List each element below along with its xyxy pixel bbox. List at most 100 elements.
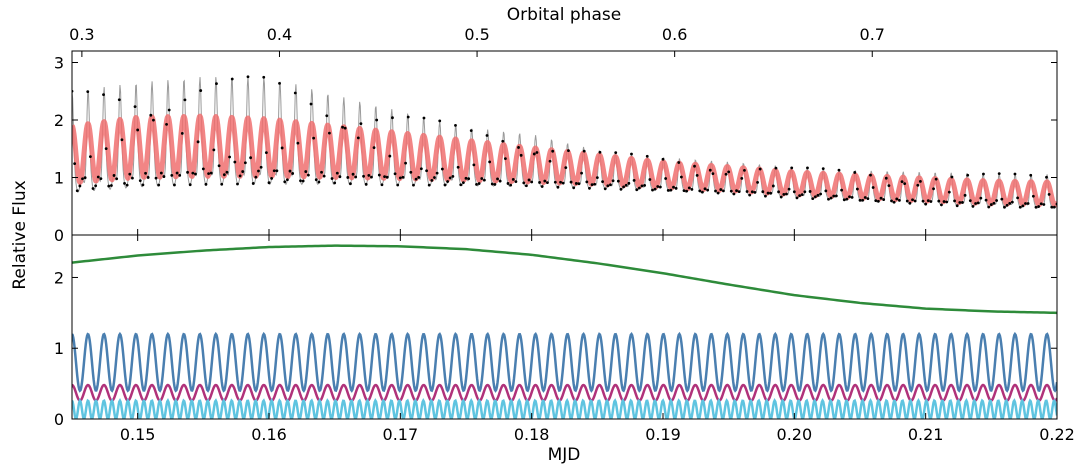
observed-point [590,183,594,187]
x-tick-label: 0.19 [645,425,681,444]
observed-point [611,179,615,183]
observed-point [514,180,518,184]
observed-point [690,187,694,191]
observed-point [903,182,907,186]
observed-point [314,178,318,182]
observed-point [808,190,812,193]
observed-point [88,155,92,159]
observed-point [900,180,904,184]
observed-point [803,190,807,194]
observed-point [291,172,295,175]
bottom-panel-series [72,244,1057,419]
observed-point [104,147,108,151]
observed-point [753,191,757,194]
observed-point [427,183,431,187]
panel-frames [71,50,1058,420]
observed-point [270,176,274,180]
observed-point [834,194,838,198]
observed-point [207,172,210,175]
observed-point [201,167,205,171]
observed-point [942,200,946,203]
observed-point [724,172,728,176]
observed-point [543,179,547,183]
observed-point [761,190,765,194]
y-tick-label: 0 [54,410,64,429]
y-tick-label: 1 [54,339,64,358]
observed-point [787,187,791,191]
observed-point [349,182,352,186]
observed-point [769,191,773,195]
observed-point [561,181,565,185]
observed-point [178,174,182,177]
observed-point [401,175,405,179]
observed-point [622,185,625,189]
observed-point [714,189,717,193]
observed-point [377,173,381,177]
observed-point [249,156,253,160]
observed-point [937,199,941,203]
observed-point [125,183,129,187]
observed-point [945,200,949,204]
observed-point [616,179,620,183]
observed-point [267,181,271,185]
observed-point [493,182,497,186]
observed-point [433,176,436,179]
observed-point [911,198,914,202]
observed-point [412,183,415,187]
observed-point [328,131,331,135]
observed-point [519,153,523,157]
observed-point [157,183,161,187]
observed-point [947,190,951,194]
observed-point [1050,205,1054,209]
observed-point [280,146,284,150]
observed-point [648,178,652,181]
top-axis-title: Orbital phase [507,5,621,25]
observed-point [898,198,901,202]
y-tick-label: 1 [54,169,64,188]
observed-point [556,185,560,189]
observed-point [848,195,851,199]
observed-point [966,173,970,177]
observed-point [766,191,770,195]
harmonic-component-line [72,383,1057,402]
observed-point [895,197,899,201]
observed-point [264,151,268,155]
observed-point [1003,205,1006,209]
observed-point [672,185,675,189]
top-panel-series [72,75,1057,209]
observed-point [630,152,633,156]
observed-point [241,170,245,173]
observed-point [598,150,602,154]
observed-point [525,184,528,188]
observed-point [120,138,124,142]
observed-point [396,183,400,187]
observed-point [627,181,631,185]
observed-point [517,146,520,149]
observed-point [464,176,468,180]
observed-point [664,177,668,180]
observed-point [934,177,938,181]
observed-point [435,171,439,175]
observed-point [774,166,778,170]
observed-point [929,200,933,203]
observed-point [367,173,371,177]
observed-point [152,118,155,122]
observed-point [574,182,578,185]
observed-point [456,165,460,169]
observed-point [333,181,337,185]
observed-point [997,172,1001,175]
observed-point [974,202,977,205]
observed-point [117,98,121,102]
observed-point [459,183,463,187]
observed-point [170,173,174,177]
observed-point [806,166,809,170]
observed-point [509,183,513,187]
observed-flux-points [72,75,1057,209]
observed-point [110,184,113,187]
y-tick-label: 2 [54,111,64,130]
x-axis-title: MJD [548,445,581,465]
observed-point [454,124,457,127]
observed-point [551,149,555,153]
observed-point [832,194,836,198]
